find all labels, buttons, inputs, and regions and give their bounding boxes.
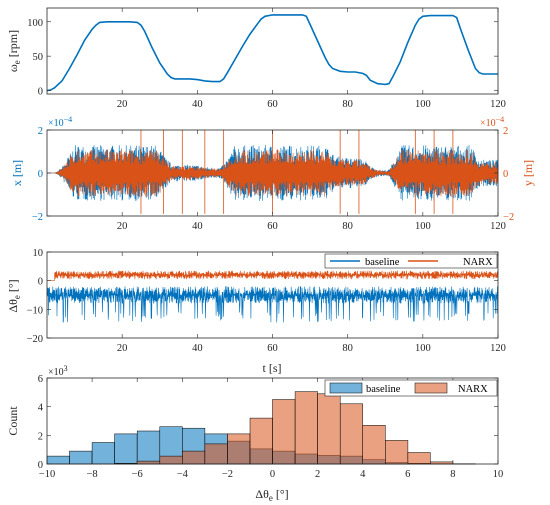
angle-legend-baseline: baseline xyxy=(365,257,400,268)
p4-ticks-xtick-4: −2 xyxy=(222,469,233,480)
p3-ticks-ytick-1: −10 xyxy=(27,305,43,316)
p4-ticks-ytick-2: 4 xyxy=(38,403,44,414)
p4-ticks-xtick-2: −6 xyxy=(132,469,143,480)
p4-ticks-xtick-0: −10 xyxy=(39,469,55,480)
hist-legend-narx: NARX xyxy=(458,384,488,395)
left-exponent: ×10−4 xyxy=(48,115,72,129)
histogram-ylabel: Count xyxy=(6,406,20,436)
speed-ylabel: ωe [rpm] xyxy=(6,30,22,72)
hist-baseline-bar-3 xyxy=(114,433,138,465)
histogram-panel: −10 −8 −6 −4 −2 0 2 4 6 8 10 0 2 4 6 Count Δθe [°] ×10… xyxy=(6,364,503,503)
p4-ticks-xtick-5: 0 xyxy=(270,469,275,480)
speed-line xyxy=(46,14,498,92)
speed-panel: 20 40 60 80 100 120 0 50 100 ωe [rpm] xyxy=(6,7,506,110)
y-ylabel-right: y [m] xyxy=(521,160,535,186)
p3-ticks-xtick-5: 120 xyxy=(490,343,506,354)
p1-ticks-ytick-1: 50 xyxy=(33,52,44,63)
hist-baseline-bar-1 xyxy=(69,450,93,465)
p3-ticks-ytick-0: −20 xyxy=(27,334,43,345)
speed-axes-box xyxy=(46,7,499,95)
displacement-panel: 20 40 60 80 100 120−2 −20 02 2 x [m] y [m] ×10−4… xyxy=(10,115,535,232)
p3-ticks-ytick-3: 10 xyxy=(33,248,44,259)
p4-ticks-xtick-8: 6 xyxy=(405,469,410,480)
hist-NARX-bar-6 xyxy=(182,450,206,465)
p1-ticks-ytick-2: 100 xyxy=(27,18,43,29)
hist-NARX-bar-15 xyxy=(385,440,409,465)
p1-ticks-ytick-0: 0 xyxy=(38,87,43,98)
p1-ticks-xtick-2: 60 xyxy=(267,99,278,110)
hist-NARX-bar-7 xyxy=(204,443,228,465)
hist-NARX-bar-16 xyxy=(407,452,431,465)
p3-ticks-xtick-4: 100 xyxy=(415,343,431,354)
hist-NARX-bar-11 xyxy=(294,391,318,465)
hist-NARX-bar-5 xyxy=(159,455,183,465)
p2-ticks-ytick-right-1: 0 xyxy=(503,169,508,180)
hist-NARX-bar-4 xyxy=(136,460,161,465)
p2-ticks-xtick-5: 120 xyxy=(490,221,506,232)
hist-NARX-bar-10 xyxy=(272,399,296,465)
hist-legend-baseline: baseline xyxy=(366,384,401,395)
hist-baseline-bar-4 xyxy=(136,430,161,465)
angle-NARX-line xyxy=(47,270,499,281)
angle-ylabel: Δθe [°] xyxy=(6,279,22,312)
p2-ticks-ytick-2: 2 xyxy=(38,126,43,137)
p1-ticks-xtick-4: 100 xyxy=(415,99,431,110)
hist-NARX-bar-8 xyxy=(227,433,251,465)
hist-baseline-bar-0 xyxy=(46,455,70,465)
histogram-xlabel: Δθe [°] xyxy=(255,487,288,503)
histogram-legend: baseline NARX xyxy=(324,379,498,397)
hist-NARX-bar-9 xyxy=(249,417,273,465)
hist-NARX-bar-13 xyxy=(339,403,363,465)
histogram-exponent: ×103 xyxy=(48,364,68,378)
p2-ticks-xtick-4: 100 xyxy=(415,221,431,232)
angle-xlabel: t [s] xyxy=(263,361,282,375)
p4-ticks-ytick-1: 2 xyxy=(38,431,43,442)
p2-ticks-ytick-right-2: 2 xyxy=(503,126,508,137)
p1-ticks-xtick-1: 40 xyxy=(192,99,203,110)
p2-ticks-ytick-0: −2 xyxy=(32,212,43,223)
p2-ticks-xtick-2: 60 xyxy=(267,221,278,232)
p1-ticks-xtick-3: 80 xyxy=(342,99,353,110)
p1-ticks-xtick-5: 120 xyxy=(490,99,506,110)
p3-ticks-xtick-2: 60 xyxy=(267,343,278,354)
p4-ticks-xtick-9: 8 xyxy=(450,469,455,480)
angle-legend-narx: NARX xyxy=(463,257,493,268)
x-ylabel: x [m] xyxy=(10,160,24,186)
p3-ticks-xtick-0: 20 xyxy=(117,343,128,354)
p4-ticks-xtick-7: 4 xyxy=(360,469,366,480)
hist-NARX-bar-14 xyxy=(362,425,386,465)
angle-legend: baseline NARX xyxy=(324,253,498,269)
p1-ticks-xtick-0: 20 xyxy=(117,99,128,110)
p2-ticks-xtick-1: 40 xyxy=(192,221,203,232)
hist-NARX-bar-12 xyxy=(317,393,341,465)
p3-ticks-xtick-3: 80 xyxy=(342,343,353,354)
speed-ylabel-omega: ω xyxy=(6,64,20,72)
p4-ticks-xtick-10: 10 xyxy=(493,469,504,480)
p2-ticks-xtick-3: 80 xyxy=(342,221,353,232)
angle-error-panel: 20 40 60 80 100 120 −20 −10 0 10 Δθe [°] t [s] ba… xyxy=(6,248,506,375)
p4-ticks-ytick-3: 6 xyxy=(38,374,43,385)
p4-ticks-xtick-6: 2 xyxy=(315,469,320,480)
speed-ylabel-unit: [rpm] xyxy=(6,30,20,60)
speed-ylabel-sub: e xyxy=(12,60,22,64)
p3-ticks-ytick-2: 0 xyxy=(38,277,43,288)
p4-ticks-ytick-0: 0 xyxy=(38,460,43,471)
p3-ticks-xtick-1: 40 xyxy=(192,343,203,354)
right-exponent: ×10−4 xyxy=(480,115,504,129)
p2-ticks-ytick-right-0: −2 xyxy=(503,212,514,223)
p2-ticks-ytick-1: 0 xyxy=(38,169,43,180)
hist-baseline-bar-2 xyxy=(91,442,115,465)
p4-ticks-xtick-1: −8 xyxy=(87,469,98,480)
p4-ticks-xtick-3: −4 xyxy=(177,469,189,480)
p2-ticks-xtick-0: 20 xyxy=(117,221,128,232)
angle-baseline-line xyxy=(46,286,499,323)
